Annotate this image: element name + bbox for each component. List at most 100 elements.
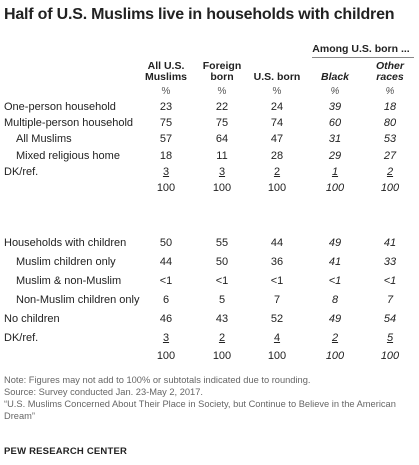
cell-value: 41 xyxy=(383,237,397,249)
row-label: Muslim & non-Muslim xyxy=(16,274,122,287)
cell-value: 100 xyxy=(267,182,287,194)
cell-value: 60 xyxy=(328,117,342,130)
cell-value: 57 xyxy=(159,133,173,146)
notes: Note: Figures may not add to 100% or sub… xyxy=(4,374,416,422)
col-header-other-races: Other races xyxy=(375,60,404,83)
table-title: Half of U.S. Muslims live in households … xyxy=(4,6,395,23)
cell-value: 2 xyxy=(273,165,281,178)
cell-value: 49 xyxy=(328,237,342,249)
note-source: Source: Survey conducted Jan. 23-May 2, … xyxy=(4,387,203,397)
group-header: Among U.S. born ... xyxy=(312,43,410,55)
table-row: 100 100 100 100 100 xyxy=(0,349,419,364)
cell-value: 100 xyxy=(380,182,400,194)
cell-value: <1 xyxy=(270,274,284,287)
cell-value: 2 xyxy=(386,165,394,178)
cell-value: 7 xyxy=(386,293,394,306)
cell-value: 11 xyxy=(216,149,228,162)
cell-value: 23 xyxy=(159,101,173,113)
col-header-black: Black xyxy=(320,71,350,83)
cell-value: 41 xyxy=(328,255,342,268)
cell-value: 100 xyxy=(325,350,345,363)
cell-value: 27 xyxy=(383,149,397,162)
cell-value: 64 xyxy=(215,133,229,146)
table-row: One-person household 23 22 24 39 18 xyxy=(0,100,419,115)
cell-value: 28 xyxy=(270,149,284,162)
cell-value: 53 xyxy=(383,133,397,146)
cell-value: 54 xyxy=(383,312,397,325)
footer-pew: PEW RESEARCH CENTER xyxy=(4,446,128,457)
cell-value: 100 xyxy=(325,182,345,194)
cell-value: 24 xyxy=(270,101,284,113)
group-header-rule xyxy=(312,57,414,58)
table-row: Mixed religious home 18 11 28 29 27 xyxy=(0,149,419,164)
table-row: No children 46 43 52 49 54 xyxy=(0,312,419,327)
cell-value: 36 xyxy=(270,255,284,268)
cell-value: 39 xyxy=(328,101,342,113)
cell-value: 52 xyxy=(270,312,284,325)
row-label: Multiple-person household xyxy=(4,117,134,130)
table-row: DK/ref. 3 2 4 2 5 xyxy=(0,331,419,346)
cell-value: 5 xyxy=(218,293,226,306)
cell-value: <1 xyxy=(215,274,229,287)
cell-value: 33 xyxy=(383,255,397,268)
col-header-foreign-born: Foreign born xyxy=(202,60,242,83)
cell-value: 74 xyxy=(270,117,284,130)
cell-value: 50 xyxy=(159,237,173,249)
cell-value: 3 xyxy=(218,165,226,178)
cell-value: 3 xyxy=(162,165,170,178)
cell-value: 100 xyxy=(380,350,400,363)
row-label: All Muslims xyxy=(16,133,72,146)
cell-value: 50 xyxy=(215,255,229,268)
cell-value: 29 xyxy=(328,149,342,162)
cell-value: 2 xyxy=(218,331,226,344)
cell-value: 80 xyxy=(383,117,397,130)
cell-value: 5 xyxy=(386,331,394,344)
cell-value: 18 xyxy=(159,149,173,162)
row-label: No children xyxy=(4,312,60,325)
col-header-all-muslims: All U.S. Muslims xyxy=(144,60,187,83)
cell-value: <1 xyxy=(328,274,342,287)
cell-value: 22 xyxy=(215,101,229,113)
cell-value: 7 xyxy=(273,293,281,306)
row-label: One-person household xyxy=(4,101,116,113)
row-label: DK/ref. xyxy=(4,331,39,344)
table-row: Muslim & non-Muslim <1 <1 <1 <1 <1 xyxy=(0,274,419,289)
row-label: Mixed religious home xyxy=(16,149,120,162)
cell-value: <1 xyxy=(383,274,397,287)
row-label: Households with children xyxy=(4,237,127,249)
cell-value: 43 xyxy=(215,312,229,325)
table-row: All Muslims 57 64 47 31 53 xyxy=(0,132,419,147)
cell-value: 100 xyxy=(156,182,176,194)
cell-value: <1 xyxy=(159,274,173,287)
cell-value: 75 xyxy=(215,117,229,130)
note-report-title: “U.S. Muslims Concerned About Their Plac… xyxy=(4,399,396,421)
cell-value: 44 xyxy=(270,237,284,249)
cell-value: 47 xyxy=(270,133,284,146)
cell-value: 100 xyxy=(156,350,176,363)
table-row: 100 100 100 100 100 xyxy=(0,181,419,196)
cell-value: 3 xyxy=(162,331,170,344)
row-label: Muslim children only xyxy=(16,255,116,268)
cell-value: 75 xyxy=(159,117,173,130)
cell-value: 6 xyxy=(162,293,170,306)
table-row: DK/ref. 3 3 2 1 2 xyxy=(0,165,419,180)
cell-value: 44 xyxy=(159,255,173,268)
note-rounding: Note: Figures may not add to 100% or sub… xyxy=(4,375,311,385)
cell-value: 1 xyxy=(331,165,339,178)
cell-value: 100 xyxy=(212,350,232,363)
row-label: DK/ref. xyxy=(4,165,39,178)
cell-value: 2 xyxy=(331,331,339,344)
cell-value: 4 xyxy=(273,331,281,344)
cell-value: 46 xyxy=(159,312,173,325)
percent-row: % % % % % xyxy=(161,86,395,97)
row-label: Non-Muslim children only xyxy=(16,293,140,306)
cell-value: 55 xyxy=(215,237,229,249)
col-header-us-born: U.S. born xyxy=(253,71,301,83)
cell-value: 49 xyxy=(328,312,342,325)
cell-value: 18 xyxy=(383,101,397,113)
cell-value: 8 xyxy=(331,293,339,306)
cell-value: 100 xyxy=(267,350,287,363)
cell-value: 31 xyxy=(328,133,342,146)
table-row: Muslim children only 44 50 36 41 33 xyxy=(0,255,419,270)
cell-value: 100 xyxy=(212,182,232,194)
